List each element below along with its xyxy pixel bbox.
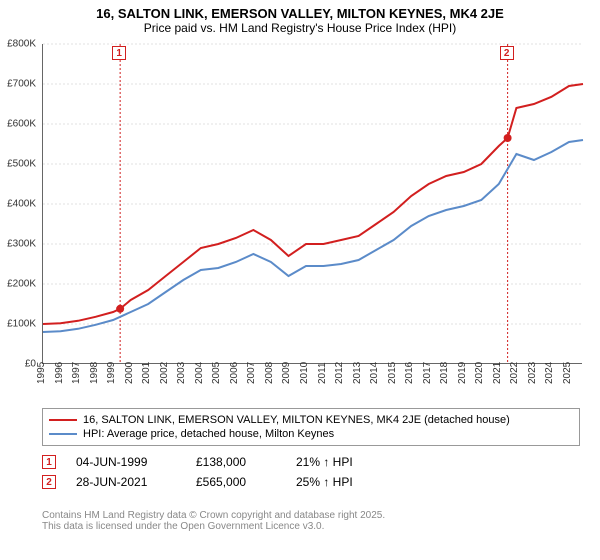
x-tick-label: 2020 [474, 362, 485, 384]
x-tick-label: 2007 [246, 362, 257, 384]
sale-pct: 21% ↑ HPI [296, 455, 396, 469]
x-tick-label: 2005 [211, 362, 222, 384]
x-tick-label: 2024 [544, 362, 555, 384]
x-tick-label: 2017 [422, 362, 433, 384]
title-line-1: 16, SALTON LINK, EMERSON VALLEY, MILTON … [10, 6, 590, 21]
chart-titles: 16, SALTON LINK, EMERSON VALLEY, MILTON … [0, 0, 600, 37]
title-line-2: Price paid vs. HM Land Registry's House … [10, 21, 590, 35]
legend-swatch [49, 433, 77, 435]
y-tick-label: £500K [7, 159, 36, 170]
x-tick-label: 2022 [509, 362, 520, 384]
page: 16, SALTON LINK, EMERSON VALLEY, MILTON … [0, 0, 600, 560]
x-tick-label: 2023 [527, 362, 538, 384]
y-tick-label: £400K [7, 199, 36, 210]
footer-line-2: This data is licensed under the Open Gov… [42, 521, 580, 532]
y-tick-label: £800K [7, 39, 36, 50]
x-tick-label: 1996 [54, 362, 65, 384]
y-tick-label: £600K [7, 119, 36, 130]
x-tick-label: 2013 [352, 362, 363, 384]
y-tick-label: £200K [7, 279, 36, 290]
x-tick-label: 2019 [457, 362, 468, 384]
legend-swatch [49, 419, 77, 421]
x-tick-label: 2011 [317, 362, 328, 384]
sale-date: 28-JUN-2021 [76, 475, 176, 489]
sales-table: 1 04-JUN-1999 £138,000 21% ↑ HPI 2 28-JUN-202… [42, 452, 580, 492]
legend-row: 16, SALTON LINK, EMERSON VALLEY, MILTON … [49, 413, 573, 427]
y-tick-label: £0 [25, 359, 36, 370]
y-axis-labels: £0£100K£200K£300K£400K£500K£600K£700K£80… [0, 44, 40, 364]
x-tick-label: 1999 [106, 362, 117, 384]
sale-point [116, 305, 124, 313]
x-tick-label: 2018 [439, 362, 450, 384]
x-tick-label: 2012 [334, 362, 345, 384]
legend-row: HPI: Average price, detached house, Milt… [49, 427, 573, 441]
x-tick-label: 2015 [387, 362, 398, 384]
x-tick-label: 1998 [89, 362, 100, 384]
sale-date: 04-JUN-1999 [76, 455, 176, 469]
y-tick-label: £700K [7, 79, 36, 90]
x-tick-label: 2014 [369, 362, 380, 384]
x-tick-label: 1997 [71, 362, 82, 384]
x-tick-label: 2010 [299, 362, 310, 384]
x-tick-label: 2001 [141, 362, 152, 384]
x-tick-label: 2008 [264, 362, 275, 384]
y-tick-label: £300K [7, 239, 36, 250]
sale-pct: 25% ↑ HPI [296, 475, 396, 489]
sale-row: 1 04-JUN-1999 £138,000 21% ↑ HPI [42, 452, 580, 472]
legend: 16, SALTON LINK, EMERSON VALLEY, MILTON … [42, 408, 580, 446]
footer-line-1: Contains HM Land Registry data © Crown c… [42, 510, 580, 521]
x-tick-label: 2006 [229, 362, 240, 384]
x-tick-label: 2000 [124, 362, 135, 384]
sale-point [504, 134, 512, 142]
footer: Contains HM Land Registry data © Crown c… [42, 510, 580, 532]
sale-marker-2: 2 [500, 46, 514, 60]
x-tick-label: 2003 [176, 362, 187, 384]
series-line [43, 140, 583, 332]
x-axis-labels: 1995199619971998199920002001200220032004… [42, 366, 582, 406]
x-tick-label: 2016 [404, 362, 415, 384]
x-tick-label: 2025 [562, 362, 573, 384]
chart-area: £0£100K£200K£300K£400K£500K£600K£700K£80… [42, 44, 582, 364]
sale-row: 2 28-JUN-2021 £565,000 25% ↑ HPI [42, 472, 580, 492]
sale-marker: 2 [42, 475, 56, 489]
legend-label: 16, SALTON LINK, EMERSON VALLEY, MILTON … [83, 414, 510, 426]
x-tick-label: 2021 [492, 362, 503, 384]
sale-marker: 1 [42, 455, 56, 469]
y-tick-label: £100K [7, 319, 36, 330]
legend-label: HPI: Average price, detached house, Milt… [83, 428, 334, 440]
line-chart [42, 44, 582, 364]
x-tick-label: 2009 [281, 362, 292, 384]
x-tick-label: 2002 [159, 362, 170, 384]
x-tick-label: 1995 [36, 362, 47, 384]
x-tick-label: 2004 [194, 362, 205, 384]
sale-price: £565,000 [196, 475, 276, 489]
sale-price: £138,000 [196, 455, 276, 469]
sale-marker-1: 1 [112, 46, 126, 60]
